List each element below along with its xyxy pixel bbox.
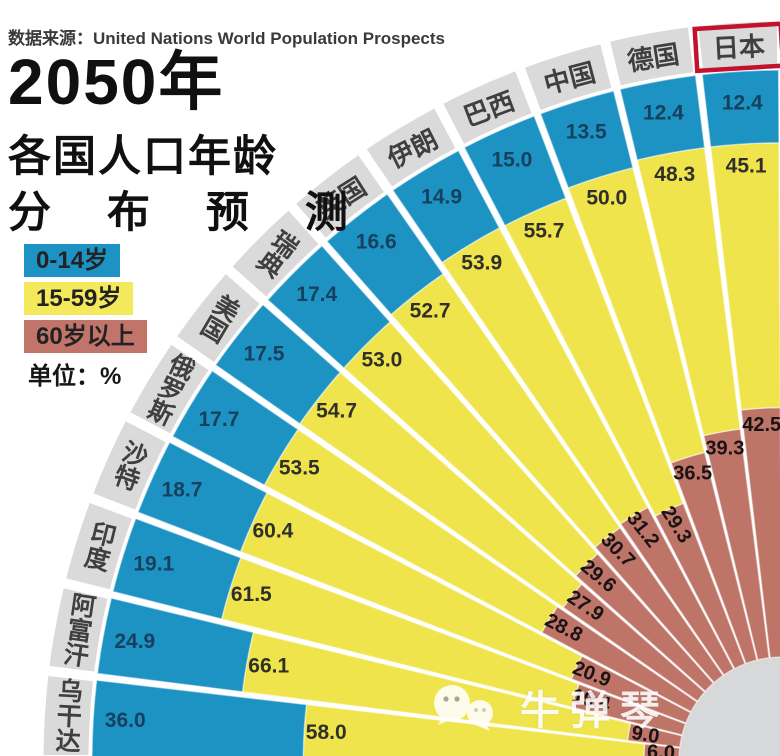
value-60plus-德国: 39.3 [705, 438, 744, 460]
value-0-14-中国: 13.5 [566, 120, 607, 143]
value-15-59-英国: 52.7 [410, 299, 451, 322]
legend-label-0-14: 0-14岁 [36, 247, 109, 274]
label-band-伊朗 [362, 104, 460, 191]
value-15-59-俄罗斯: 53.5 [279, 457, 320, 480]
label-band-瑞典 [228, 206, 323, 301]
value-0-14-巴西: 15.0 [491, 149, 532, 172]
segment-0-14-俄罗斯 [171, 369, 299, 487]
value-0-14-伊朗: 14.9 [421, 185, 462, 208]
segment-0-14-日本 [701, 69, 780, 148]
label-band-乌干达 [40, 672, 97, 756]
value-15-59-德国: 48.3 [654, 163, 695, 186]
value-60plus-日本: 42.5 [742, 414, 780, 436]
value-15-59-日本: 45.1 [726, 154, 767, 177]
value-15-59-巴西: 55.7 [524, 220, 565, 243]
value-15-59-印度: 61.5 [231, 583, 272, 606]
value-60plus-乌干达: 6.0 [647, 741, 676, 756]
label-band-印度 [62, 499, 136, 593]
value-0-14-美国: 17.5 [244, 343, 285, 366]
legend: 0-14岁 15-59岁 60岁以上 [24, 244, 147, 358]
value-60plus-中国: 36.5 [673, 462, 712, 484]
value-15-59-中国: 50.0 [586, 186, 627, 209]
segment-0-14-乌干达 [91, 679, 308, 756]
value-0-14-印度: 19.1 [133, 553, 174, 576]
label-band-巴西 [439, 67, 536, 148]
value-0-14-日本: 12.4 [722, 92, 763, 115]
value-0-14-俄罗斯: 17.7 [198, 408, 239, 431]
value-0-14-英国: 16.6 [356, 231, 397, 254]
label-band-中国 [521, 40, 615, 114]
highlight-box-日本 [692, 21, 780, 74]
value-0-14-阿富汗: 24.9 [114, 630, 155, 653]
data-source-text: United Nations World Population Prospect… [93, 29, 445, 48]
value-15-59-阿富汗: 66.1 [248, 654, 289, 677]
value-15-59-美国: 54.7 [316, 400, 357, 423]
label-band-俄罗斯 [126, 340, 213, 438]
segment-0-14-伊朗 [391, 149, 501, 264]
legend-chip: 0-14岁 [24, 244, 121, 277]
value-0-14-乌干达: 36.0 [105, 709, 146, 732]
value-15-59-瑞典: 53.0 [361, 348, 402, 371]
label-band-德国 [606, 24, 697, 90]
value-15-59-沙特: 60.4 [252, 519, 293, 542]
country-label-乌干达: 乌干达 [55, 676, 84, 756]
fan-center-disk [679, 657, 780, 756]
data-source-prefix: 数据来源： [8, 29, 93, 48]
country-label-阿富汗: 阿富汗 [62, 591, 98, 672]
segment-0-14-瑞典 [266, 244, 391, 369]
segment-0-14-沙特 [137, 441, 268, 553]
label-band-英国 [291, 151, 389, 242]
legend-chip: 60岁以上 [24, 320, 147, 353]
value-0-14-沙特: 18.7 [162, 478, 203, 501]
chart-title-year: 2050年 [8, 46, 225, 118]
unit-label: 单位：% [28, 363, 122, 390]
value-15-59-伊朗: 53.9 [461, 252, 502, 275]
segment-0-14-阿富汗 [96, 597, 255, 693]
label-band-沙特 [89, 417, 170, 514]
legend-chip: 15-59岁 [24, 282, 134, 315]
value-0-14-德国: 12.4 [643, 101, 684, 124]
legend-label-15-59: 15-59岁 [36, 285, 122, 312]
chart-title-line2: 各国人口年龄 [8, 133, 278, 181]
segment-0-14-巴西 [463, 115, 567, 227]
segment-0-14-英国 [326, 193, 444, 316]
segment-0-14-德国 [619, 74, 706, 161]
chart-title-line3: 分 布 预 测 [8, 189, 370, 237]
country-label-日本: 日本 [712, 31, 765, 64]
value-0-14-瑞典: 17.4 [296, 283, 337, 306]
segment-0-14-中国 [539, 90, 634, 189]
legend-label-60plus: 60岁以上 [36, 323, 135, 350]
label-band-阿富汗 [46, 584, 112, 675]
segment-0-14-印度 [112, 517, 242, 620]
label-band-美国 [173, 269, 264, 367]
data-source-line: 数据来源：United Nations World Population Pro… [8, 24, 445, 49]
value-15-59-乌干达: 58.0 [306, 721, 347, 744]
